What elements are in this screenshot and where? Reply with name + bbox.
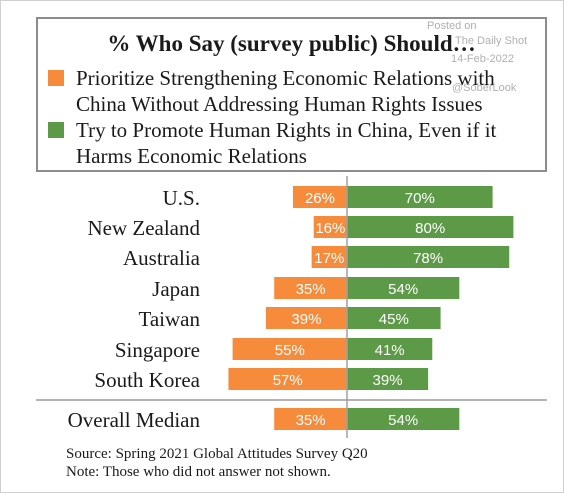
data-label-economic-australia: 17% <box>314 250 344 267</box>
note-line: Note: Those who did not answer not shown… <box>66 464 331 480</box>
bar-economic-new-zealand <box>313 216 347 238</box>
bar-human-rights-south-korea <box>347 368 429 390</box>
data-label-human-rights-u-s: 70% <box>405 190 435 207</box>
data-label-human-rights-overall-median: 54% <box>388 412 418 429</box>
bar-economic-south-korea <box>228 368 347 390</box>
data-label-economic-south-korea: 57% <box>273 372 303 389</box>
data-label-economic-japan: 35% <box>296 281 326 298</box>
legend-label-human-rights: Try to Promote Human Rights in China, Ev… <box>76 118 497 168</box>
data-label-human-rights-new-zealand: 80% <box>415 220 445 237</box>
watermark-site: The Daily Shot <box>455 35 528 47</box>
bar-human-rights-singapore <box>347 338 433 360</box>
category-label-overall-median: Overall Median <box>68 408 201 432</box>
watermark-date: 14-Feb-2022 <box>451 53 514 65</box>
bar-human-rights-new-zealand <box>347 216 514 238</box>
data-label-human-rights-singapore: 41% <box>375 342 405 359</box>
data-label-economic-taiwan: 39% <box>291 311 321 328</box>
category-label-south-korea: South Korea <box>94 368 200 392</box>
data-label-human-rights-australia: 78% <box>413 250 443 267</box>
source-line: Source: Spring 2021 Global Attitudes Sur… <box>66 446 368 462</box>
legend-swatch-orange <box>48 70 64 86</box>
bar-human-rights-australia <box>347 246 510 268</box>
legend-item-human-rights: Try to Promote Human Rights in China, Ev… <box>48 117 546 169</box>
bar-economic-taiwan <box>265 307 347 329</box>
bar-human-rights-overall-median <box>347 408 460 430</box>
bar-economic-japan <box>274 277 347 299</box>
bar-economic-overall-median <box>274 408 347 430</box>
category-label-new-zealand: New Zealand <box>87 216 200 240</box>
watermark-handle: @SoberLook <box>452 82 517 94</box>
data-label-economic-overall-median: 35% <box>296 412 326 429</box>
category-label-taiwan: Taiwan <box>138 307 200 331</box>
legend-swatch-green <box>48 122 64 138</box>
category-label-singapore: Singapore <box>115 338 200 362</box>
data-label-economic-singapore: 55% <box>275 342 305 359</box>
bar-human-rights-u-s <box>347 186 493 208</box>
bar-economic-singapore <box>232 338 347 360</box>
category-label-u-s: U.S. <box>163 186 200 210</box>
bar-economic-australia <box>311 246 347 268</box>
data-label-human-rights-japan: 54% <box>388 281 418 298</box>
legend-item-economic: Prioritize Strengthening Economic Relati… <box>48 65 546 117</box>
bar-human-rights-japan <box>347 277 460 299</box>
legend-label-economic: Prioritize Strengthening Economic Relati… <box>76 66 495 116</box>
bar-economic-u-s <box>292 186 347 208</box>
data-label-economic-new-zealand: 16% <box>315 220 345 237</box>
data-label-human-rights-south-korea: 39% <box>373 372 403 389</box>
data-label-economic-u-s: 26% <box>305 190 335 207</box>
bar-human-rights-taiwan <box>347 307 441 329</box>
category-label-australia: Australia <box>123 246 201 270</box>
watermark-posted: Posted on <box>427 20 477 32</box>
legend-title: % Who Say (survey public) Should… <box>107 31 476 56</box>
data-label-human-rights-taiwan: 45% <box>379 311 409 328</box>
category-label-japan: Japan <box>152 277 200 301</box>
legend-box: % Who Say (survey public) Should… Priori… <box>36 17 547 172</box>
